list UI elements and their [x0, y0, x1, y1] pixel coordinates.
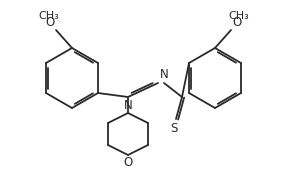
Text: O: O — [232, 16, 241, 29]
Text: S: S — [170, 122, 178, 135]
Text: CH₃: CH₃ — [39, 11, 60, 21]
Text: CH₃: CH₃ — [229, 11, 249, 21]
Text: O: O — [124, 156, 133, 169]
Text: N: N — [124, 99, 132, 112]
Text: N: N — [160, 68, 169, 81]
Text: O: O — [46, 16, 55, 29]
